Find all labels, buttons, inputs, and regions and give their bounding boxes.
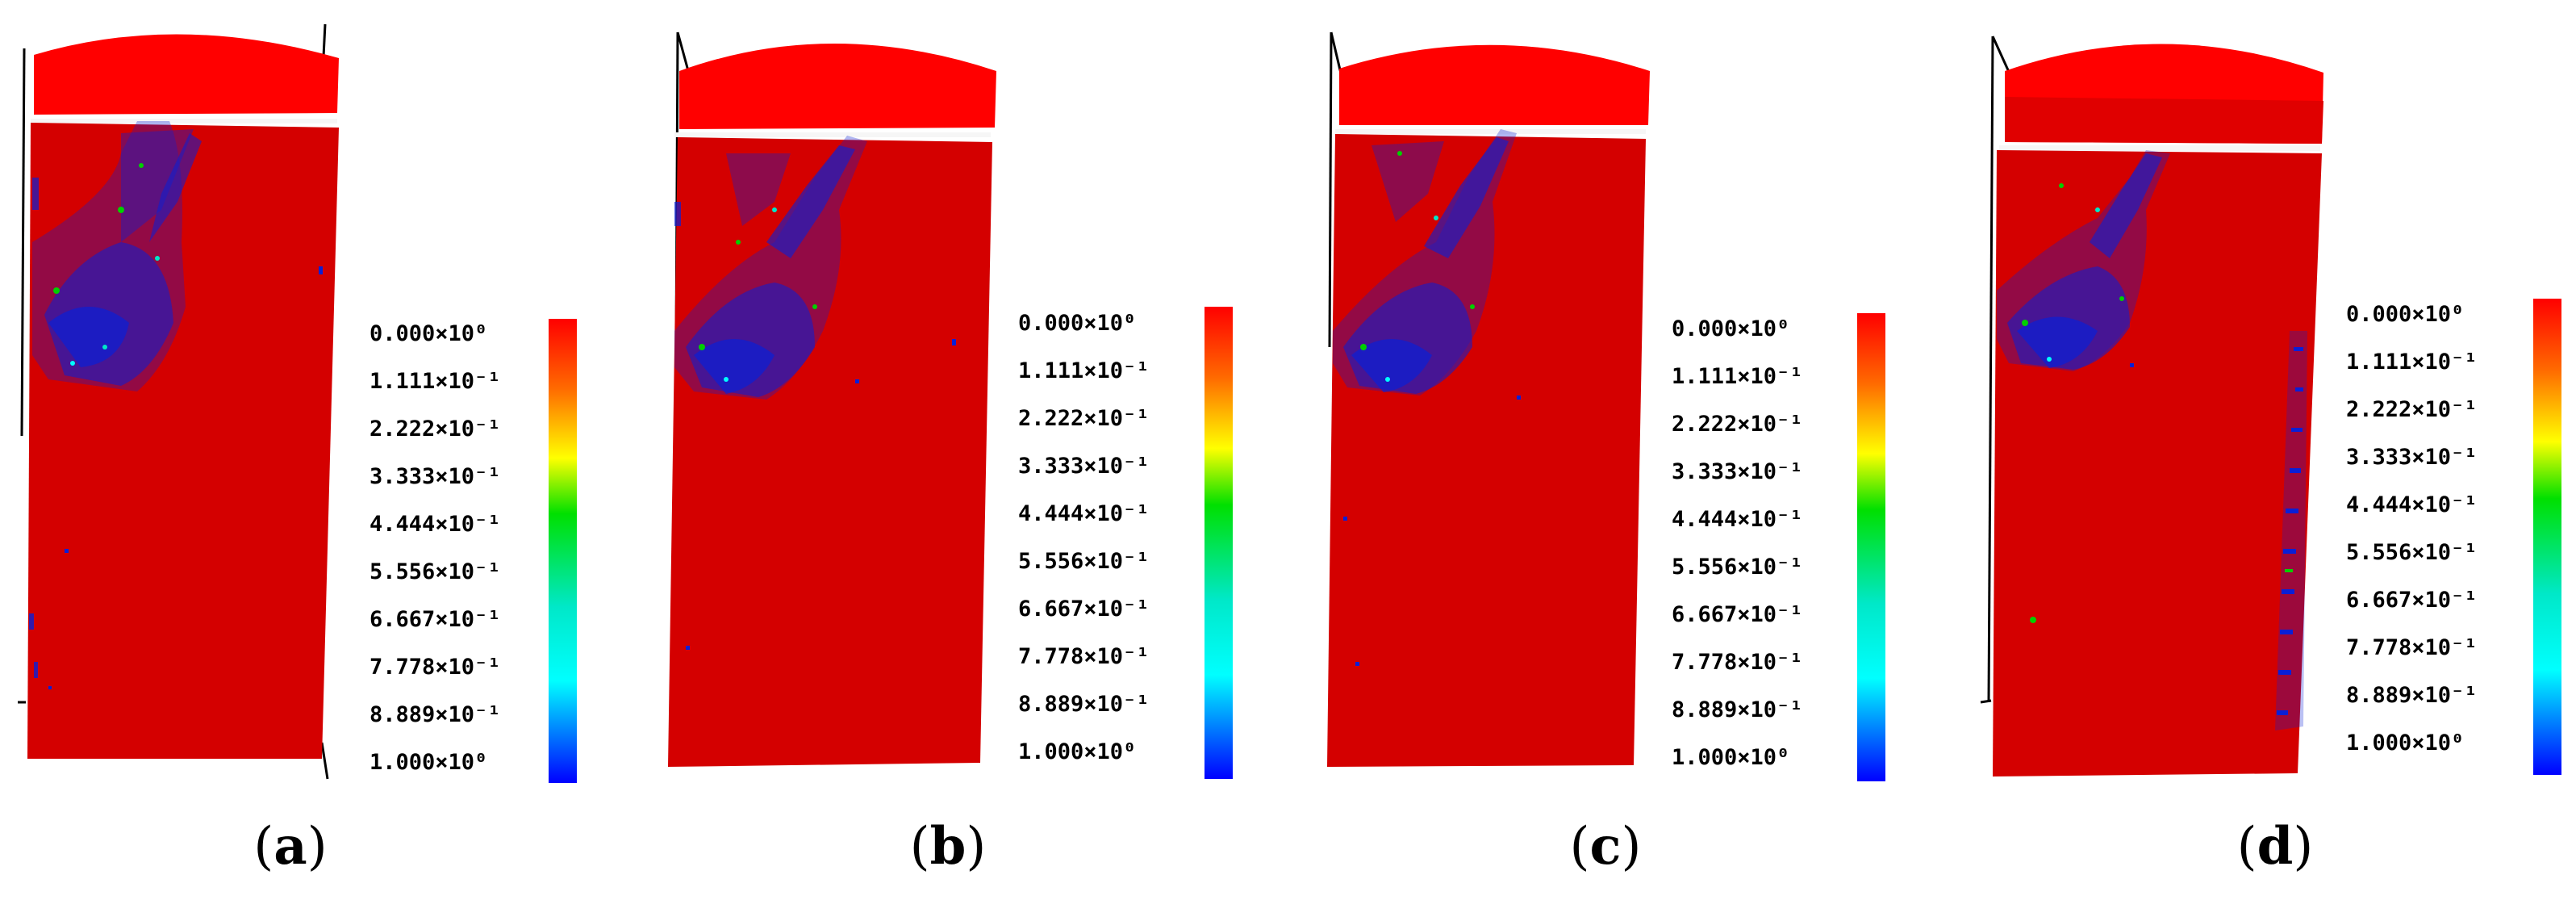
colorbar-label-a-2: 2.222×10⁻¹ (369, 417, 501, 442)
specimen-b (668, 31, 996, 767)
axis-line-left-c (1328, 31, 1333, 348)
colorbar-c (1857, 313, 1885, 781)
top-platen-a (34, 34, 339, 115)
colorbar-labels-b: 0.000×10⁰ 1.111×10⁻¹ 2.222×10⁻¹ 3.333×10… (1018, 311, 1150, 764)
panel-c: 0.000×10⁰ 1.111×10⁻¹ 2.222×10⁻¹ 3.333×10… (1327, 31, 1885, 877)
platen-gap-d (1999, 145, 2320, 151)
colorbar-label-b-5: 5.556×10⁻¹ (1018, 549, 1150, 574)
colorbar-label-a-6: 6.667×10⁻¹ (369, 607, 501, 632)
colorbar-label-c-6: 6.667×10⁻¹ (1672, 602, 1803, 627)
colorbar-label-c-9: 1.000×10⁰ (1672, 745, 1789, 770)
axis-line-left-d (1987, 36, 1994, 703)
panel-caption-b: (b) (910, 816, 987, 877)
colorbar-label-a-0: 0.000×10⁰ (369, 321, 487, 346)
colorbar-label-a-8: 8.889×10⁻¹ (369, 702, 501, 727)
colorbar-label-c-2: 2.222×10⁻¹ (1672, 412, 1803, 437)
platen-gap-b (674, 132, 991, 137)
panel-caption-a: (a) (253, 816, 327, 877)
colorbar-label-b-4: 4.444×10⁻¹ (1018, 501, 1150, 526)
colorbar-label-c-3: 3.333×10⁻¹ (1672, 459, 1803, 484)
colorbar-labels-a: 0.000×10⁰ 1.111×10⁻¹ 2.222×10⁻¹ 3.333×10… (369, 321, 501, 775)
specimen-body-d (1993, 150, 2322, 777)
colorbar-a (549, 319, 577, 783)
colorbar-label-d-6: 6.667×10⁻¹ (2346, 588, 2478, 613)
colorbar-label-b-2: 2.222×10⁻¹ (1018, 406, 1150, 431)
panel-caption-c: (c) (1570, 816, 1642, 877)
colorbar-label-d-0: 0.000×10⁰ (2346, 302, 2464, 327)
colorbar-label-b-6: 6.667×10⁻¹ (1018, 597, 1150, 622)
colorbar-label-c-4: 4.444×10⁻¹ (1672, 507, 1803, 532)
colorbar-label-a-4: 4.444×10⁻¹ (369, 512, 501, 537)
top-platen-side-d (2005, 97, 2323, 144)
specimen-d (1980, 36, 2323, 777)
platen-gap-c (1335, 129, 1646, 134)
colorbar-label-d-5: 5.556×10⁻¹ (2346, 540, 2478, 565)
colorbar-labels-d: 0.000×10⁰ 1.111×10⁻¹ 2.222×10⁻¹ 3.333×10… (2346, 302, 2478, 756)
axis-line-left-a (20, 48, 26, 437)
colorbar-label-a-1: 1.111×10⁻¹ (369, 369, 501, 394)
panel-a: 0.000×10⁰ 1.111×10⁻¹ 2.222×10⁻¹ 3.333×10… (18, 23, 577, 877)
specimen-a (18, 23, 339, 780)
specimen-c (1327, 31, 1650, 767)
colorbar-b (1204, 307, 1233, 779)
colorbar-label-c-7: 7.778×10⁻¹ (1672, 650, 1803, 675)
platen-gap-a (31, 119, 337, 123)
axis-tick-d (1980, 699, 1992, 704)
top-platen-b (679, 44, 996, 129)
colorbar-label-c-1: 1.111×10⁻¹ (1672, 364, 1803, 389)
colorbar-label-c-5: 5.556×10⁻¹ (1672, 555, 1803, 580)
colorbar-label-a-5: 5.556×10⁻¹ (369, 559, 501, 584)
panel-b: 0.000×10⁰ 1.111×10⁻¹ 2.222×10⁻¹ 3.333×10… (668, 31, 1233, 877)
colorbar-label-b-9: 1.000×10⁰ (1018, 739, 1136, 764)
damage-zone-a (29, 121, 323, 689)
colorbar-label-a-9: 1.000×10⁰ (369, 750, 487, 775)
colorbar-label-d-2: 2.222×10⁻¹ (2346, 397, 2478, 422)
colorbar-label-a-7: 7.778×10⁻¹ (369, 655, 501, 680)
colorbar-label-c-0: 0.000×10⁰ (1672, 316, 1789, 341)
colorbar-d (2533, 299, 2561, 775)
colorbar-label-d-9: 1.000×10⁰ (2346, 730, 2464, 756)
colorbar-label-b-3: 3.333×10⁻¹ (1018, 454, 1150, 479)
panel-d: 0.000×10⁰ 1.111×10⁻¹ 2.222×10⁻¹ 3.333×10… (1980, 36, 2561, 877)
colorbar-label-d-1: 1.111×10⁻¹ (2346, 350, 2478, 375)
damage-zone-d (1997, 150, 2170, 623)
colorbar-label-a-3: 3.333×10⁻¹ (369, 464, 501, 489)
colorbar-label-d-8: 8.889×10⁻¹ (2346, 683, 2478, 708)
colorbar-label-b-0: 0.000×10⁰ (1018, 311, 1136, 336)
axis-line-bottom-a (320, 742, 329, 780)
colorbar-label-b-8: 8.889×10⁻¹ (1018, 692, 1150, 717)
top-platen-c (1339, 44, 1650, 125)
colorbar-labels-c: 0.000×10⁰ 1.111×10⁻¹ 2.222×10⁻¹ 3.333×10… (1672, 316, 1803, 770)
damage-zone-c (1333, 129, 1521, 666)
colorbar-label-d-3: 3.333×10⁻¹ (2346, 445, 2478, 470)
colorbar-label-b-1: 1.111×10⁻¹ (1018, 358, 1150, 383)
colorbar-label-d-4: 4.444×10⁻¹ (2346, 492, 2478, 517)
damage-zone-b (674, 136, 956, 650)
colorbar-label-c-8: 8.889×10⁻¹ (1672, 697, 1803, 722)
panel-caption-d: (d) (2237, 816, 2314, 877)
colorbar-label-d-7: 7.778×10⁻¹ (2346, 635, 2478, 660)
edge-damage-d (2275, 331, 2307, 730)
colorbar-label-b-7: 7.778×10⁻¹ (1018, 644, 1150, 669)
